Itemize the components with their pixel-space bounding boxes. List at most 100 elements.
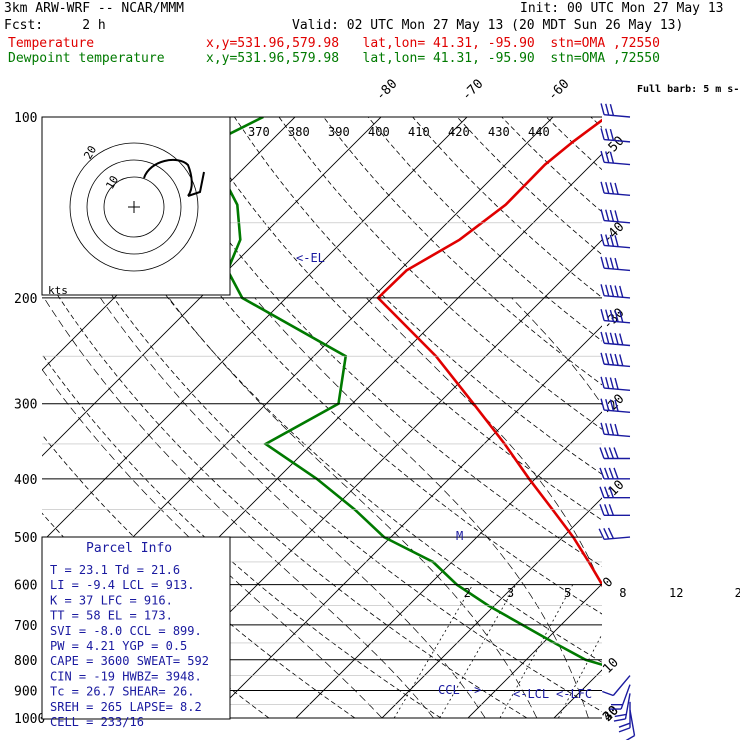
pressure-tick-label: 1000 [14,712,45,727]
forecast-hour: Fcst: 2 h [4,18,106,33]
dewpoint-profile-line-point [655,690,657,692]
temperature-profile-line-point [618,605,620,607]
pressure-tick-label: 400 [14,473,37,488]
isotherm-line [42,117,382,457]
dewpoint-profile-line-point [638,675,640,677]
mixing-ratio-line [499,584,574,718]
temperature-legend: Temperature [8,36,95,51]
dry-adiabat-line [590,117,602,128]
theta-label: 440 [528,125,550,139]
wind-barb [598,527,631,541]
temperature-tick-label: -20 [600,392,627,419]
temperature-profile-line-point [605,116,607,118]
dry-adiabat-line [724,117,740,718]
mixing-ratio-line [393,584,474,718]
pressure-tick-label: 700 [14,619,37,634]
temperature-profile-line [376,118,602,587]
temperature-profile-line-point [632,624,634,626]
parcel-info-row: TT = 58 EL = 173. [50,609,173,623]
moist-adiabat-line [366,297,602,588]
mixing-ratio-label: 20 [735,586,740,600]
wind-barb-column [598,103,636,740]
wind-barb [600,103,631,118]
temperature-profile-line-point [405,269,408,272]
temperature-profile-line-point [544,163,546,166]
dewpoint-profile-line [211,117,602,667]
parcel-info-frame [41,536,231,720]
hodograph-ring-label: 20 [81,144,99,162]
parcel-info-row: SVI = -8.0 CCL = 899. [50,624,202,638]
mixing-ratio-label: 3 [507,586,514,600]
temperature-profile-line-point [670,706,672,708]
parcel-info-row: T = 23.1 Td = 21.6 [50,563,180,577]
parcel-info-row: CELL = 233/16 [50,715,144,729]
pressure-tick-label: 900 [14,684,37,699]
temperature-tick-label: 10 [600,655,622,677]
wind-barb [600,150,631,166]
hodograph-units-label: kts [48,284,68,297]
mixing-ratio-label: 12 [669,586,683,600]
wind-barb [599,447,630,460]
temperature-tick-label: -80 [373,77,400,104]
parcel-info-row: PW = 4.21 YGP = 0.5 [50,639,187,653]
wind-legend: Full barb: 5 m s-1 [637,84,740,95]
wind-barb [599,504,630,517]
wind-barb [600,233,631,249]
parcel-info-title: Parcel Info [86,541,172,556]
wind-barb [613,693,631,722]
lcl-annotation: <-LCL [513,687,549,701]
mixing-ratio-line [439,584,517,718]
parcel-info-row: Tc = 26.7 SHEAR= 26. [50,685,195,699]
parcel-info-row: CIN = -19 HWBZ= 3948. [50,669,202,683]
hodograph-ring [103,176,165,238]
dewpoint-profile-line-point [236,203,239,206]
wind-barb [600,209,631,224]
dewpoint-profile-line-point [239,238,242,241]
dry-adiabat-line [501,117,602,213]
temperature-tick-label: -60 [545,77,572,104]
dewpoint-location: x,y=531.96,579.98 lat,lon= 41.31, -95.90… [206,51,660,66]
wind-barb [600,376,631,392]
moist-adiabat-line [676,298,740,718]
temperature-profile-line-point [653,675,655,677]
wind-barb [618,701,631,733]
model-title: 3km ARW-WRF -- NCAR/MMM [4,1,185,16]
temperature-tick-label: 0 [600,575,616,591]
theta-label: 430 [488,125,510,139]
dry-adiabat-line [144,117,602,568]
theta-label: 410 [408,125,430,139]
isotherm-line [640,117,740,718]
parcel-info-row: K = 37 LFC = 916. [50,593,173,607]
parcel-info-row: LI = -9.4 LCL = 913. [50,578,195,592]
mixing-ratio-label: 8 [619,586,626,600]
pressure-tick-label: 500 [14,531,37,546]
isotherm-line [295,411,602,718]
parcel-info-box: Parcel Info T = 23.1 Td = 21.6LI = -9.4 L… [41,536,231,729]
temperature-tick-label: -10 [600,478,627,505]
temperature-profile-line-point [662,659,664,661]
hodograph-ring-label: 10 [103,174,121,192]
dry-adiabat-line [189,117,602,521]
dry-adiabat-line [635,117,740,718]
dry-adiabat-line [234,117,602,475]
wind-barb [625,709,636,740]
moist-adiabat-line [254,297,589,718]
temperature-profile-line-point [645,642,647,644]
theta-label: 420 [448,125,470,139]
parcel-info-row: SREH = 265 LAPSE= 8.2 [50,700,202,714]
hodograph-ring [86,159,182,255]
lfc-annotation: <-LFC [556,687,592,701]
mixing-ratio-line [611,585,677,718]
wind-barb [609,684,631,710]
temperature-profile-line-point [658,690,660,692]
wind-barb [600,256,631,272]
mixing-ratio-label: 5 [564,586,571,600]
temperature-tick-label: -40 [600,220,627,247]
temperature-tick-label: 40 [600,703,622,725]
m-annotation: M [456,529,463,543]
parcel-info-row: CAPE = 3600 SWEAT= 592 [50,654,209,668]
wind-barb [600,284,631,299]
